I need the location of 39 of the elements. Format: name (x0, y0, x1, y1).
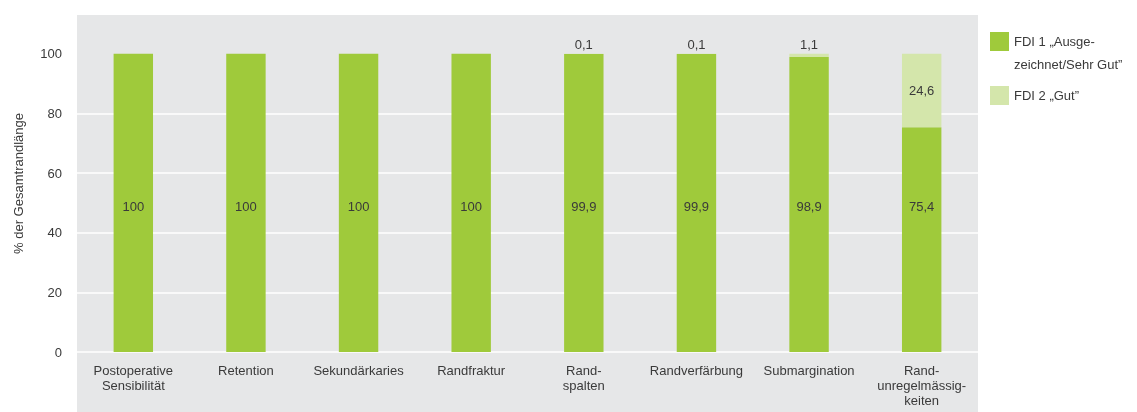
y-tick-label: 60 (47, 165, 62, 181)
legend-label: FDI 2 „Gut” (1014, 88, 1080, 103)
y-tick-label: 80 (47, 105, 62, 121)
data-label: 98,9 (796, 198, 822, 214)
data-label: 75,4 (909, 198, 935, 214)
bar (338, 53, 379, 352)
x-tick-label: Postoperative Sensibilität (93, 363, 174, 393)
bar (901, 127, 942, 352)
x-tick-label: Randfraktur (437, 363, 506, 378)
bar (451, 53, 491, 352)
data-label: 24,6 (909, 82, 935, 98)
data-label: 100 (460, 198, 483, 214)
data-label: 100 (347, 198, 370, 214)
bar (113, 53, 154, 352)
x-tick-label: Submargination (763, 363, 855, 378)
x-tick-label: Rand- spalten (562, 363, 605, 393)
x-tick-label: Randverfärbung (649, 363, 744, 378)
bar (564, 54, 604, 352)
bar (676, 54, 717, 352)
bar (789, 53, 829, 58)
y-tick-label: 0 (54, 344, 62, 360)
data-label: 1,1 (800, 36, 819, 52)
y-tick-label: 40 (47, 225, 62, 241)
bar (226, 53, 266, 352)
y-axis-title: % der Gesamtrandlänge (11, 113, 26, 254)
x-tick-label: Retention (218, 363, 274, 378)
data-label: 0,1 (687, 36, 706, 52)
data-label: 99,9 (683, 198, 710, 214)
y-tick-label: 100 (40, 46, 62, 62)
bar (789, 57, 829, 352)
data-label: 99,9 (571, 198, 597, 214)
x-tick-label: Sekundärkaries (313, 363, 405, 378)
x-tick-label: Rand- unregelmässig- keiten (877, 363, 967, 408)
bar (901, 53, 942, 128)
data-label: 100 (235, 198, 257, 214)
data-label: 0,1 (574, 36, 593, 52)
data-label: 100 (122, 198, 145, 214)
y-tick-label: 20 (47, 284, 62, 300)
legend-label: FDI 1 „Ausge- zeichnet/Sehr Gut” (1014, 34, 1123, 72)
